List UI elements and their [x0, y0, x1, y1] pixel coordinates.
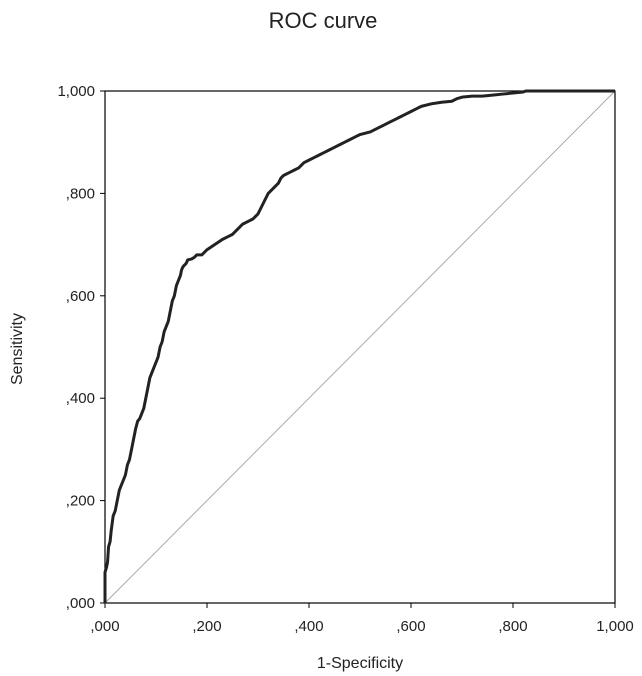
y-axis-label: Sensitivity [9, 313, 26, 385]
x-tick-label: ,400 [294, 618, 323, 635]
chart-title: ROC curve [269, 8, 378, 33]
x-tick-label: ,200 [192, 618, 221, 635]
x-axis-label: 1-Specificity [317, 655, 403, 672]
y-tick-label: ,400 [66, 390, 95, 407]
plot-frame [104, 90, 616, 604]
x-axis-ticks: ,000 ,200 ,400 ,600 ,800 1,000 [90, 603, 634, 635]
y-tick-label: ,800 [66, 185, 95, 202]
y-axis-ticks: ,000 ,200 ,400 ,600 ,800 1,000 [57, 83, 105, 612]
y-tick-label: ,600 [66, 288, 95, 305]
x-tick-label: ,800 [498, 618, 527, 635]
x-tick-label: 1,000 [596, 618, 634, 635]
y-tick-label: 1,000 [57, 83, 95, 100]
x-tick-label: ,600 [396, 618, 425, 635]
y-tick-label: ,000 [66, 595, 95, 612]
x-tick-label: ,000 [90, 618, 119, 635]
roc-curve-line [103, 89, 615, 603]
reference-diagonal-line [104, 90, 616, 604]
y-tick-label: ,200 [66, 493, 95, 510]
